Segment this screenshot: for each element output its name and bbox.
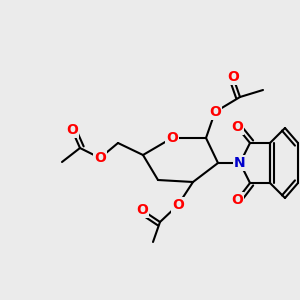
Text: O: O <box>231 193 243 207</box>
Text: O: O <box>166 131 178 145</box>
Text: O: O <box>231 120 243 134</box>
Text: O: O <box>136 203 148 217</box>
Text: O: O <box>209 105 221 119</box>
Text: O: O <box>94 151 106 165</box>
Text: O: O <box>66 123 78 137</box>
Text: N: N <box>234 156 246 170</box>
Text: O: O <box>227 70 239 84</box>
Text: O: O <box>172 198 184 212</box>
